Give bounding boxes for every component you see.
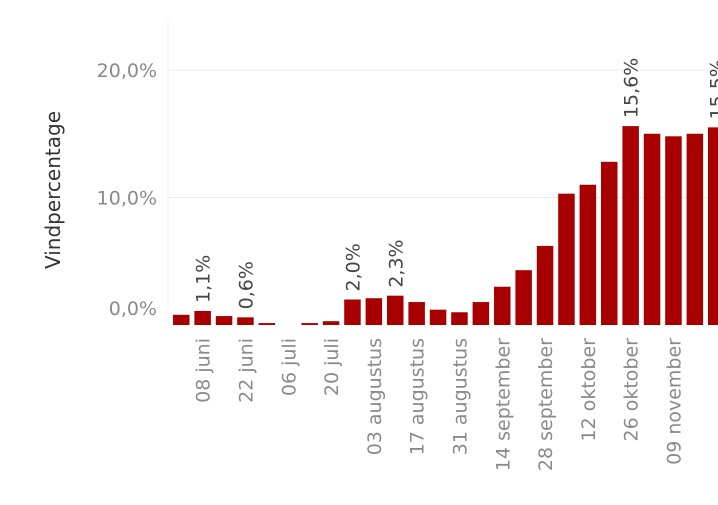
x-tick-label: 22 juni [235,338,257,403]
bar [686,133,704,325]
x-tick-label: 28 september [535,338,557,471]
y-tick-label: 0,0% [109,298,157,320]
y-tick-label: 10,0% [97,188,157,210]
bar [601,161,618,325]
x-tick-label: 26 oktober [621,338,643,442]
y-axis-label: Vindpercentage [41,111,65,269]
y-tick-label: 20,0% [97,60,157,82]
bar [408,302,425,325]
bars [173,126,718,325]
bar [387,295,404,325]
x-tick-label: 03 augustus [364,338,386,455]
bar [237,317,254,325]
bar [558,193,575,325]
bar [301,323,318,325]
bar [215,316,233,325]
data-label: 15,5% [706,59,718,119]
x-tick-label: 06 juli [278,338,300,396]
bar [344,299,361,325]
bar [622,126,639,325]
bar [579,184,597,325]
bar [515,270,532,325]
bar [665,136,682,325]
x-tick-label: 12 oktober [578,338,600,442]
bar [173,314,190,325]
bar [708,127,718,325]
x-tick-label: 09 november [663,338,685,465]
data-label: 15,6% [621,58,643,118]
data-label: 2,0% [342,243,364,291]
x-tick-label: 20 juli [321,338,343,396]
x-tick-label: 17 augustus [407,338,429,455]
x-tick-label: 31 augustus [449,338,471,455]
bar [194,310,211,325]
bar [429,309,447,325]
y-axis-ticks: 0,0% 10,0% 20,0% [97,60,157,320]
data-label: 2,3% [385,239,407,287]
bar [451,312,468,325]
data-labels: 1,1% 0,6% 2,0% 2,3% 15,6% 15,5% [193,58,718,310]
data-label: 0,6% [235,261,257,309]
x-axis-ticks: 08 juni 22 juni 06 juli 20 juli 03 augustus 1… [193,338,686,471]
x-tick-label: 14 september [492,338,514,471]
bar [643,133,661,325]
bar [536,245,554,325]
data-label: 1,1% [193,255,215,303]
bar [365,298,383,325]
bar [322,321,340,325]
bar [472,302,490,325]
bar [494,286,511,325]
bar [258,323,276,325]
x-tick-label: 08 juni [193,338,215,403]
